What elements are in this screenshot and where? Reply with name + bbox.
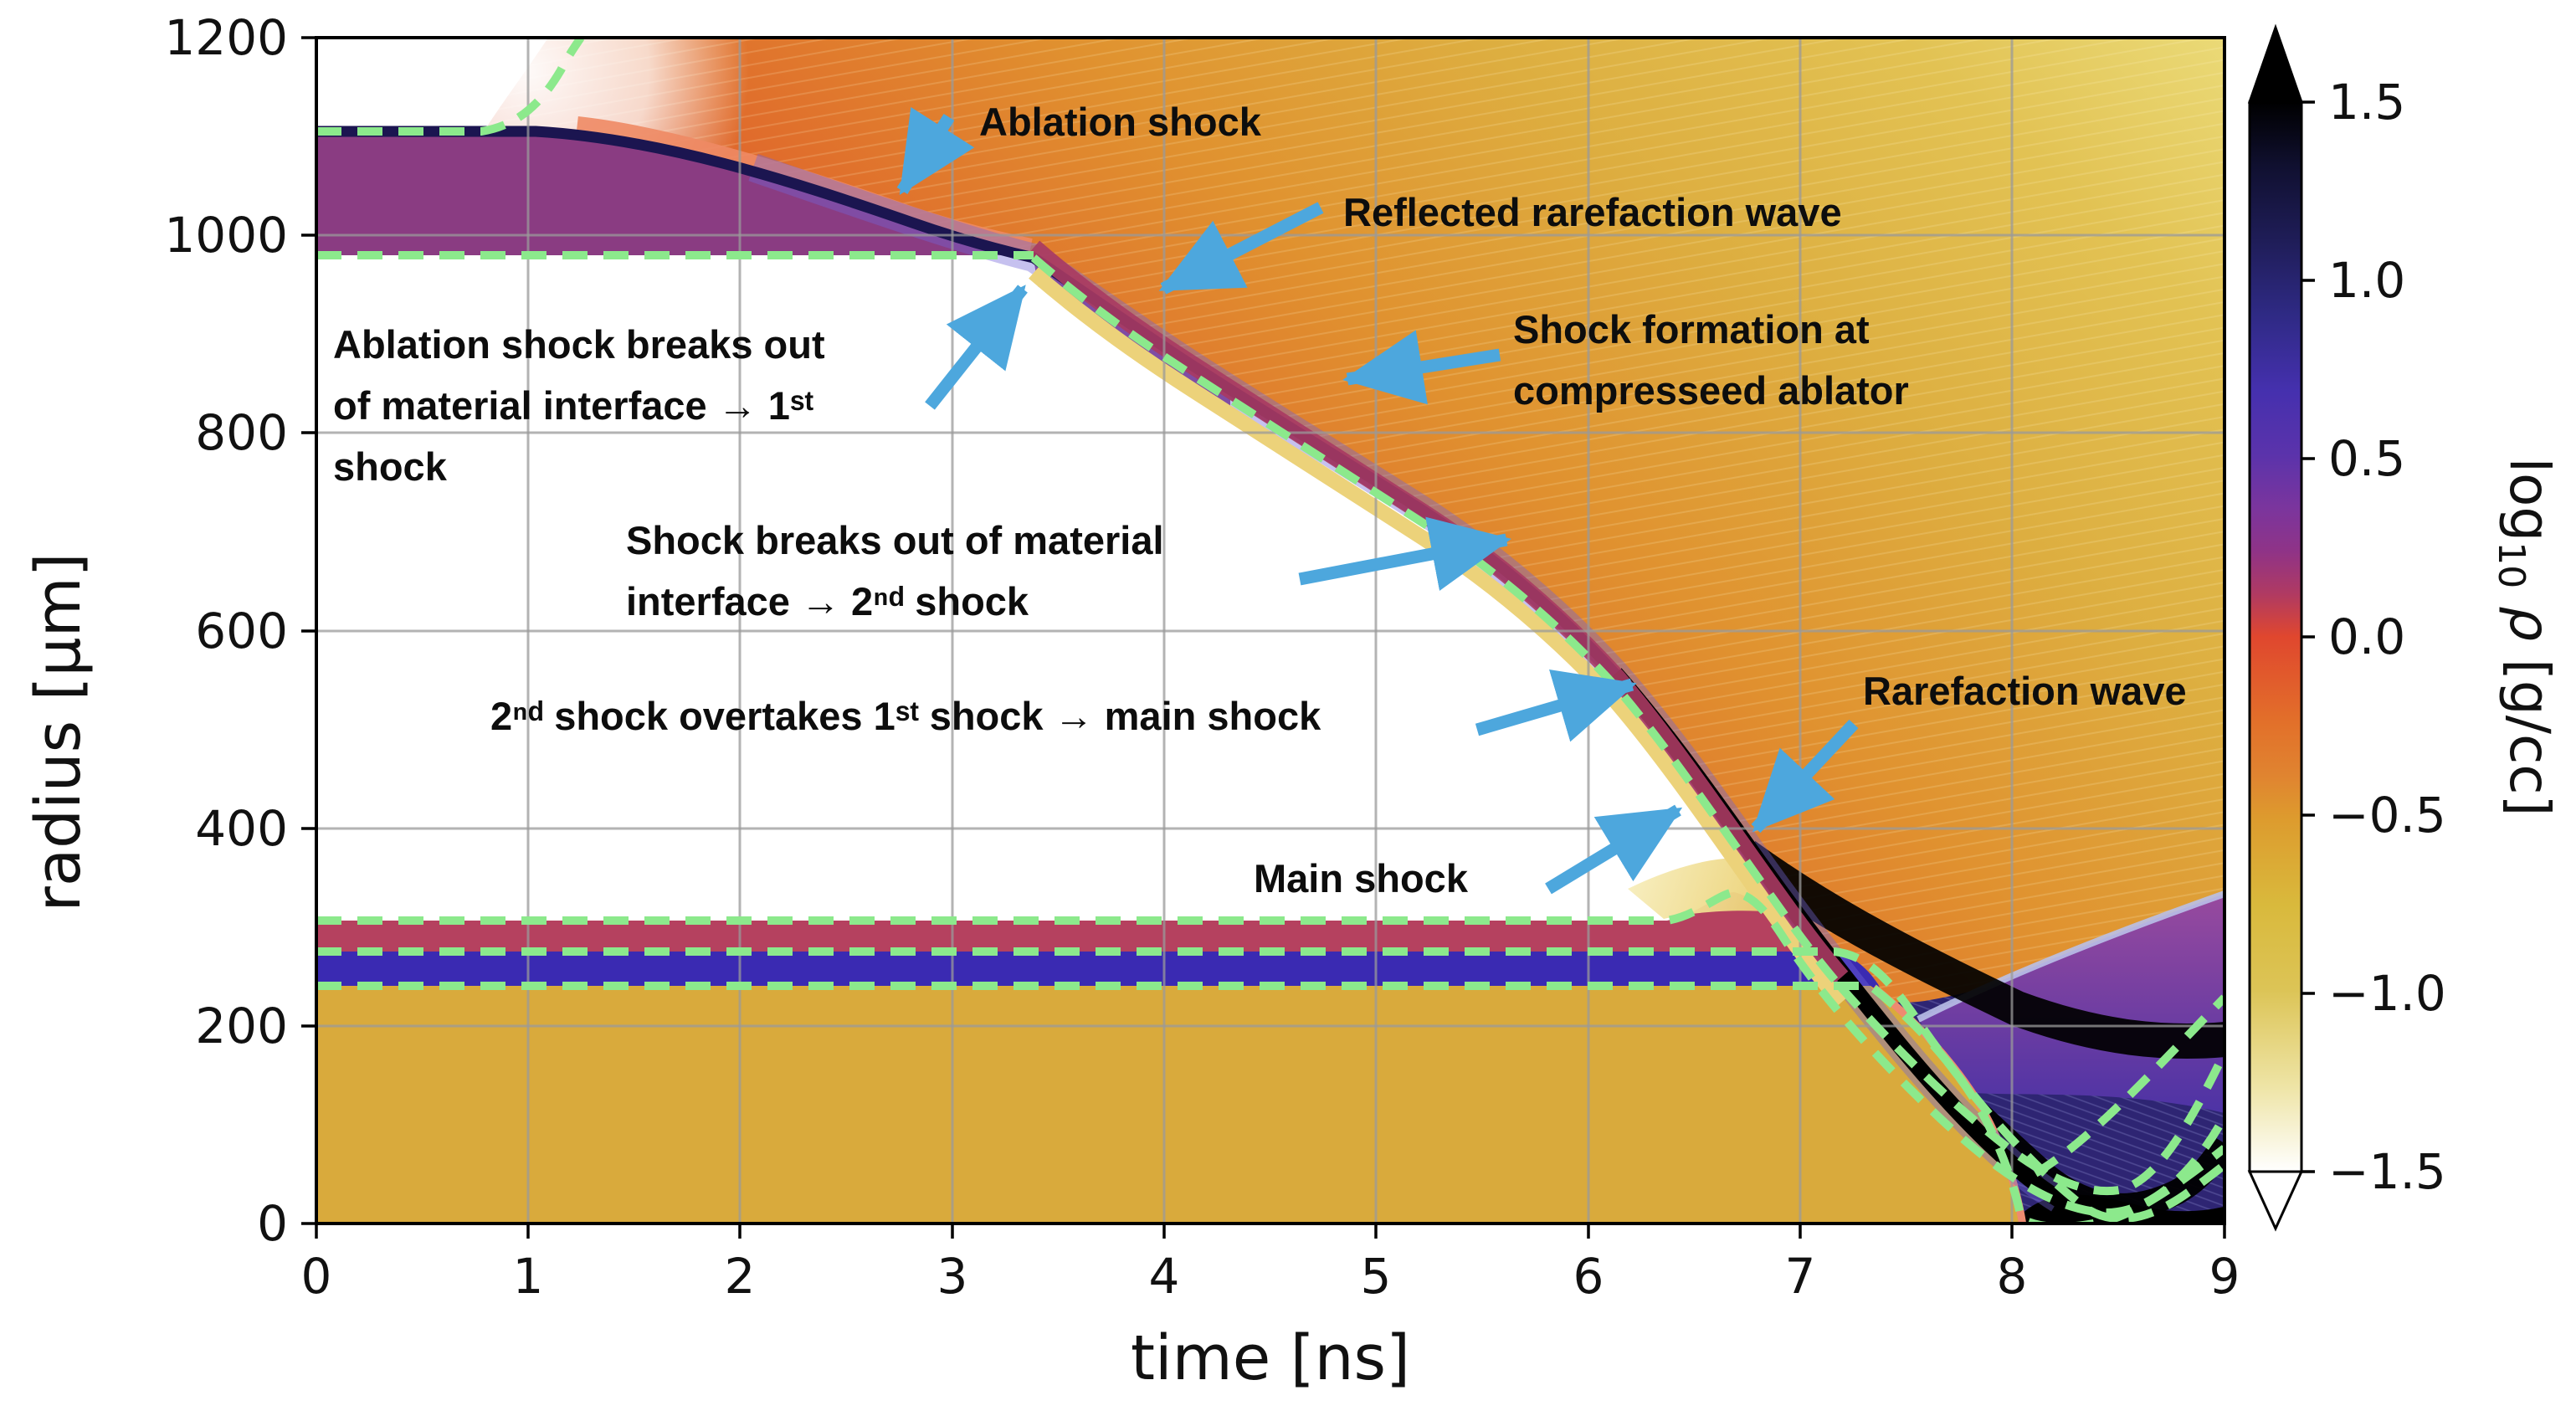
annotation-arrows [896,106,1859,895]
y-tick-label: 0 [257,1195,288,1252]
y-tick-label: 400 [195,800,288,857]
y-axis-title: radius [μm] [23,552,95,911]
colorbar-tick-label: 0.0 [2328,608,2405,665]
x-tick-label: 5 [1361,1248,1392,1305]
annotation-rarefaction-wave: Rarefaction wave [1863,661,2187,722]
y-tick-label: 200 [195,998,288,1054]
x-tick-marks [315,1224,2226,1239]
arrow-ablation-shock [896,106,975,196]
y-tick-label: 1200 [164,9,288,66]
colorbar-axis-title: log10 ρ [g/cc] [2490,458,2562,817]
density-field [316,38,2224,1224]
x-tick-label: 8 [1997,1248,2028,1305]
arrow-main-shock [1545,804,1683,895]
colorbar-tick-label: −1.0 [2328,965,2446,1022]
reflected-shock-arc [1917,890,2224,1023]
annotation-main-shock-overtake: 2ⁿᵈ shock overtakes 1ˢᵗ shock → main sho… [490,686,1321,747]
colorbar-tick-label: 1.5 [2328,74,2405,131]
y-tick-label: 800 [195,404,288,461]
colorbar-gradient [2248,100,2303,1173]
annotation-line: Ablation shock breaks out [333,322,825,367]
corona-contour-streaks [484,38,2224,1224]
y-axis: 0 200 400 600 800 1000 1200 radius [μm] [23,9,316,1252]
colorbar: 1.5 1.0 0.5 0.0 −0.5 −1.0 −1.5 log10 ρ [… [2247,23,2562,1232]
annotation-line: Rarefaction wave [1863,669,2187,713]
y-tick-marks [301,36,316,1225]
annotation-line: Reflected rarefaction wave [1343,190,1842,234]
annotation-shock-formation: Shock formation at compresseed ablator [1513,300,1909,422]
annotation-line: Main shock [1254,856,1468,900]
annotation-line: Shock breaks out of material [626,518,1164,562]
x-axis: 0 1 2 3 4 5 6 7 8 9 time [ns] [301,1224,2240,1394]
annotation-line: compresseed ablator [1513,367,1909,413]
annotation-main-shock: Main shock [1254,849,1468,910]
colorbar-extend-max-arrow [2247,23,2304,104]
x-tick-label: 9 [2209,1248,2240,1305]
layer-foam-gold [316,986,2019,1224]
arrow-rarefaction-wave [1751,719,1859,834]
reheated-violet-wedge [1918,894,2224,1113]
colorbar-tick-label: −0.5 [2328,787,2446,844]
x-tick-label: 2 [725,1248,756,1305]
y-tick-label: 1000 [164,207,288,264]
x-axis-title: time [ns] [1131,1322,1410,1394]
ablator-shell-purple [316,131,1034,258]
annotation-reflected-rarefaction: Reflected rarefaction wave [1343,182,1842,244]
annotation-line: Shock formation at [1513,307,1870,351]
annotation-line: of material interface → 1ˢᵗ [333,382,813,428]
x-tick-label: 7 [1785,1248,1816,1305]
x-tick-label: 4 [1149,1248,1180,1305]
arrow-shock-formation [1342,330,1501,405]
arrow-second-shock-breakout [1298,516,1511,592]
arrow-first-shock-breakout [925,285,1028,410]
x-tick-label: 1 [513,1248,544,1305]
annotation-second-shock-breakout: Shock breaks out of material interface →… [626,510,1164,633]
material-interface-dashes [316,38,2224,1224]
colorbar-tick-marks [2301,100,2315,1173]
colorbar-tick-label: 1.0 [2328,252,2405,309]
annotation-line: Ablation shock [979,100,1261,144]
annotation-line: interface → 2ⁿᵈ shock [626,578,1029,623]
grid [316,38,2224,1224]
layer-mid-shell-crimson [316,892,1833,976]
colorbar-tick-label: 0.5 [2328,430,2405,487]
y-tick-label: 600 [195,603,288,659]
x-tick-label: 0 [301,1248,332,1305]
arrow-main-shock-overtake [1475,670,1637,742]
annotation-ablation-shock: Ablation shock [979,92,1261,153]
x-tick-label: 6 [1573,1248,1604,1305]
annotation-line: 2ⁿᵈ shock overtakes 1ˢᵗ shock → main sho… [490,694,1321,738]
arrow-reflected-rarefaction [1158,202,1324,295]
colorbar-tick-label: −1.5 [2328,1143,2446,1200]
annotation-first-shock-breakout: Ablation shock breaks out of material in… [333,315,825,498]
black-band-upper [1734,840,2224,1059]
x-tick-label: 3 [937,1248,968,1305]
annotation-line: shock [333,444,447,489]
colorbar-extend-min-arrow [2247,1170,2304,1232]
